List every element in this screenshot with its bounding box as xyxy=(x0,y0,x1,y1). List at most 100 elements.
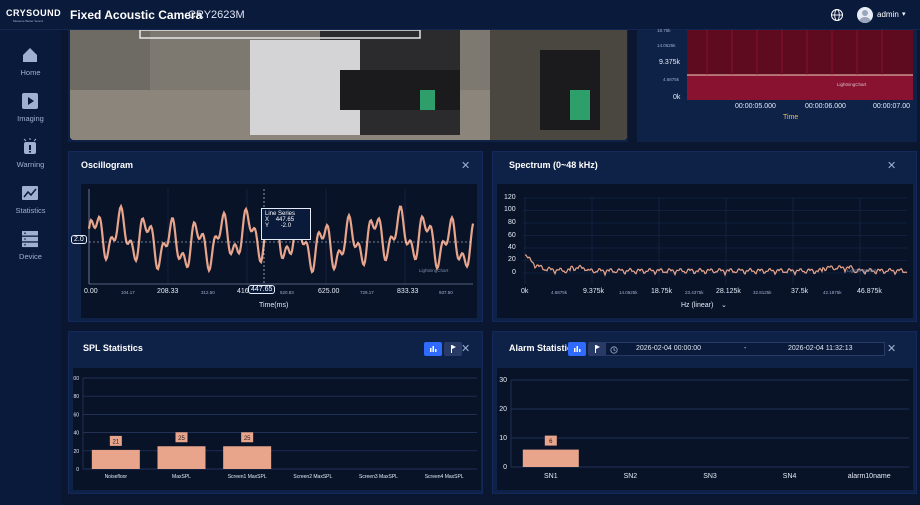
y-tick-label: 40 xyxy=(73,431,79,437)
spec-x-tick: 0k xyxy=(521,288,529,295)
sidebar-item-label: Imaging xyxy=(17,114,44,123)
start-datetime[interactable]: 2026-02-04 00:00:00 xyxy=(636,345,701,352)
osc-x-tick-minor: 729.17 xyxy=(360,290,374,295)
server-icon xyxy=(22,231,38,248)
bar-chart-icon xyxy=(574,346,581,352)
tooltip-title: Line Series xyxy=(265,211,296,217)
panel-title: Oscillogram xyxy=(81,160,134,170)
bar-label-bg xyxy=(175,432,188,443)
spec-y-tick: 80 xyxy=(508,219,516,226)
osc-x-tick: 208.33 xyxy=(157,288,179,295)
osc-watermark: LightningChart xyxy=(419,268,449,273)
logo[interactable]: CRYSOUND xyxy=(6,8,62,18)
spectrum-line xyxy=(524,254,908,277)
camera-feed[interactable] xyxy=(70,30,627,140)
sidebar-item-imaging[interactable]: Imaging xyxy=(0,88,61,132)
panel-title: Alarm Statistics xyxy=(509,343,578,353)
spectrogram-y-tick: 9.375k xyxy=(659,59,681,66)
close-icon[interactable]: ✕ xyxy=(887,160,897,172)
spec-x-tick-minor: 14.0625k xyxy=(619,290,638,295)
alarm-plot[interactable]: 30 20 10 0 6 SN1 SN2 SN3 SN4 alarm10name xyxy=(497,368,913,490)
spec-y-tick: 40 xyxy=(508,244,516,251)
category-label: SN3 xyxy=(703,473,717,480)
category-label: SN2 xyxy=(624,473,638,480)
spectrum-panel: Spectrum (0~48 kHz) ✕ 120 100 80 60 40 2… xyxy=(492,151,917,322)
bar-label-bg xyxy=(241,432,254,443)
spec-y-tick: 60 xyxy=(508,232,516,239)
spectrogram-watermark: LightningChart xyxy=(837,82,867,87)
oscillogram-panel: Oscillogram ✕ 0.00 104.17 208.33 312.50 … xyxy=(68,151,483,322)
oscillogram-plot[interactable]: 0.00 104.17 208.33 312.50 416 447.65 520… xyxy=(71,184,477,318)
spectrogram-y-tick: 18.75k xyxy=(657,28,671,33)
bar-data-label: 25 xyxy=(244,436,251,442)
sidebar-item-home[interactable]: Home xyxy=(0,42,61,86)
osc-cursor-label: 447.65 xyxy=(248,285,276,294)
chevron-down-icon[interactable]: ▾ xyxy=(902,11,906,18)
y-tick-label: 80 xyxy=(73,394,79,400)
sidebar: Home Imaging Warning Statistics Device xyxy=(0,30,61,505)
category-label: Noisefloor xyxy=(105,474,128,480)
spl-plot[interactable]: 100 80 60 40 20 0 21 Noisefloor 25 MaxSPL 25 Screen… xyxy=(71,368,481,490)
spectrogram-y-tick: 14.0625k xyxy=(657,43,676,48)
bar-chart-icon xyxy=(430,346,437,352)
globe-icon[interactable] xyxy=(830,8,844,22)
spectrogram-x-tick: 00:00:07.00 xyxy=(873,103,910,110)
bar-data-label: 6 xyxy=(549,439,553,445)
bar-view-button[interactable] xyxy=(568,342,586,356)
alarm-panel: Alarm Statistics 2026-02-04 00:00:00 - 2… xyxy=(492,331,917,494)
sidebar-item-warning[interactable]: Warning xyxy=(0,134,61,178)
sidebar-item-statistics[interactable]: Statistics xyxy=(0,180,61,224)
date-range-picker[interactable]: 2026-02-04 00:00:00 - 2026-02-04 11:32:1… xyxy=(605,342,885,356)
camera-panel xyxy=(68,30,628,142)
oscillogram-chart xyxy=(87,189,475,285)
spec-x-tick-minor: 4.6875k xyxy=(551,290,568,295)
sidebar-item-label: Device xyxy=(19,252,42,261)
category-label: Screen1 MaxSPL xyxy=(228,474,267,480)
y-tick-label: 0 xyxy=(503,464,507,471)
spec-x-title: Hz (linear) xyxy=(681,302,714,309)
spec-y-tick: 100 xyxy=(504,206,516,213)
spec-y-tick: 20 xyxy=(508,256,516,263)
spectrogram-y-tick: 4.6875k xyxy=(663,77,680,82)
spec-x-tick-minor: 23.4375k xyxy=(685,290,704,295)
flag-view-button[interactable] xyxy=(444,342,462,356)
category-label: Screen4 MaxSPL xyxy=(425,474,464,480)
warning-icon xyxy=(23,138,37,154)
spl-chart: 100 80 60 40 20 0 21 Noisefloor 25 MaxSPL 25 Screen… xyxy=(71,376,477,480)
close-icon[interactable]: ✕ xyxy=(461,343,471,355)
spl-panel: SPL Statistics ✕ 100 80 60 40 20 0 21 Noisefloo… xyxy=(68,331,483,494)
spec-watermark: LightningChart xyxy=(847,268,877,273)
bar-data-label: 21 xyxy=(112,439,119,445)
close-icon[interactable]: ✕ xyxy=(461,160,471,172)
osc-x-tick: 416 xyxy=(237,288,249,295)
spectrogram-x-tick: 00:00:05.000 xyxy=(735,103,776,110)
camera-image xyxy=(70,30,627,140)
category-label: SN4 xyxy=(783,473,797,480)
tooltip-y-value: -2.0 xyxy=(280,223,292,229)
logo-tagline: Measure Better Sound xyxy=(13,19,44,23)
osc-x-tick-minor: 312.50 xyxy=(201,290,215,295)
spectrogram-plot[interactable]: LightningChart xyxy=(687,30,913,100)
avatar[interactable] xyxy=(857,7,873,23)
osc-x-tick-minor: 520.83 xyxy=(280,290,294,295)
flag-view-button[interactable] xyxy=(588,342,606,356)
user-name[interactable]: admin xyxy=(877,10,899,19)
spectrum-plot[interactable]: 120 100 80 60 40 20 0 0k 4.6875k 9.375k … xyxy=(497,184,913,318)
chevron-down-icon[interactable]: ⌄ xyxy=(721,302,727,309)
osc-x-tick: 0.00 xyxy=(84,288,98,295)
range-separator: - xyxy=(744,345,747,352)
close-icon[interactable]: ✕ xyxy=(887,343,897,355)
sidebar-item-device[interactable]: Device xyxy=(0,226,61,270)
spec-x-tick: 18.75k xyxy=(651,288,673,295)
category-label: Screen2 MaxSPL xyxy=(293,474,332,480)
osc-x-tick-minor: 104.17 xyxy=(121,290,135,295)
tooltip-y-label: Y xyxy=(265,223,270,229)
spec-x-tick: 9.375k xyxy=(583,288,605,295)
category-label: alarm10name xyxy=(848,473,891,480)
spectrogram-y-tick: 0k xyxy=(673,94,681,101)
y-tick-label: 20 xyxy=(499,406,507,413)
end-datetime[interactable]: 2026-02-04 11:32:13 xyxy=(788,345,853,352)
spectrum-chart xyxy=(523,197,908,284)
bar-view-button[interactable] xyxy=(424,342,442,356)
y-tick-label: 30 xyxy=(499,377,507,384)
